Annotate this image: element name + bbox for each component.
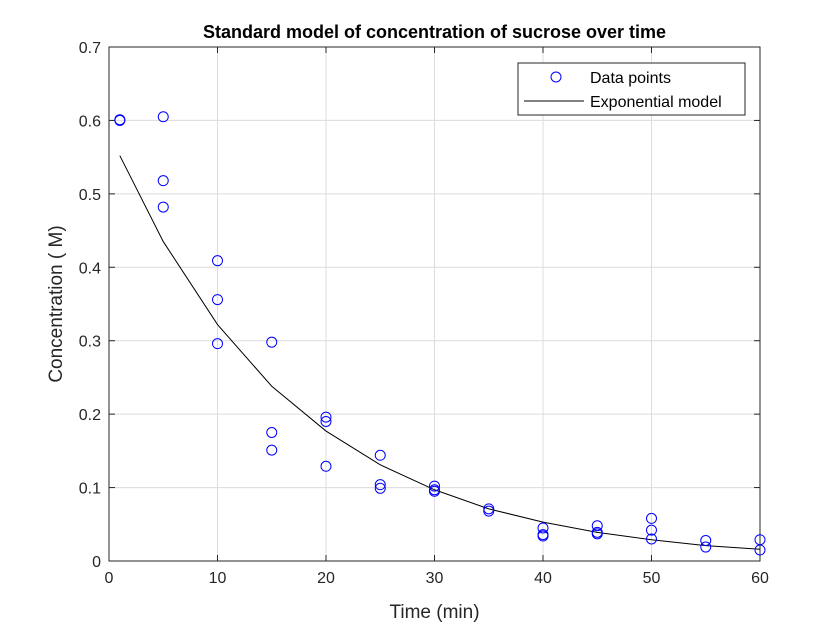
data-point [646, 524, 657, 536]
x-axis-label: Time (min) [389, 602, 479, 623]
data-point [646, 533, 657, 545]
data-point [266, 444, 278, 456]
exponential-model-line [119, 155, 761, 550]
data-point [114, 114, 126, 126]
data-point [212, 255, 223, 267]
data-point [700, 534, 712, 546]
x-tick-label: 10 [209, 570, 227, 587]
data-point [266, 427, 278, 438]
data-point [212, 338, 223, 350]
data-point [374, 479, 386, 491]
legend-marker-data-points [550, 71, 562, 83]
y-tick-label: 0 [92, 554, 101, 571]
y-tick-label: 0.7 [79, 40, 101, 57]
data-point [700, 541, 712, 553]
y-tick-label: 0.4 [79, 260, 101, 277]
x-tick-label: 20 [317, 570, 335, 587]
data-point [266, 336, 278, 348]
data-point [212, 294, 223, 306]
x-tick-labels: 0 10 20 30 40 50 60 [105, 570, 769, 587]
data-point [320, 460, 332, 472]
data-point [429, 480, 440, 492]
data-point [591, 520, 603, 532]
data-point [429, 485, 440, 497]
data-point [483, 505, 495, 517]
data-point [157, 111, 169, 123]
x-tick-label: 50 [643, 570, 661, 587]
data-point [537, 530, 549, 542]
axis-ticks [108, 46, 761, 562]
data-point [320, 411, 332, 423]
y-axis-label: Concentration ( M) [46, 225, 67, 382]
data-point [374, 482, 386, 494]
y-tick-label: 0.2 [79, 407, 101, 424]
data-point [754, 544, 766, 556]
data-point [157, 201, 169, 213]
data-point [374, 449, 386, 461]
grid [109, 47, 760, 561]
legend-label-exponential-model: Exponential model [590, 94, 722, 111]
y-tick-label: 0.5 [79, 187, 101, 204]
y-tick-label: 0.1 [79, 481, 101, 498]
legend-label-data-points: Data points [590, 70, 671, 87]
data-point [157, 175, 169, 187]
x-tick-label: 60 [751, 570, 769, 587]
x-tick-label: 0 [105, 570, 114, 587]
series-layer [114, 111, 766, 556]
y-tick-labels: 0 0.1 0.2 0.3 0.4 0.5 0.6 0.7 [79, 40, 101, 571]
legend: Data points Exponential model [517, 62, 746, 116]
y-tick-label: 0.3 [79, 334, 101, 351]
data-point [591, 528, 603, 540]
x-tick-label: 30 [426, 570, 444, 587]
data-point [320, 415, 332, 427]
y-tick-label: 0.6 [79, 113, 101, 130]
data-point [646, 512, 657, 524]
data-point [537, 522, 549, 534]
x-tick-label: 40 [534, 570, 552, 587]
chart-title: Standard model of concentration of sucro… [203, 22, 666, 42]
